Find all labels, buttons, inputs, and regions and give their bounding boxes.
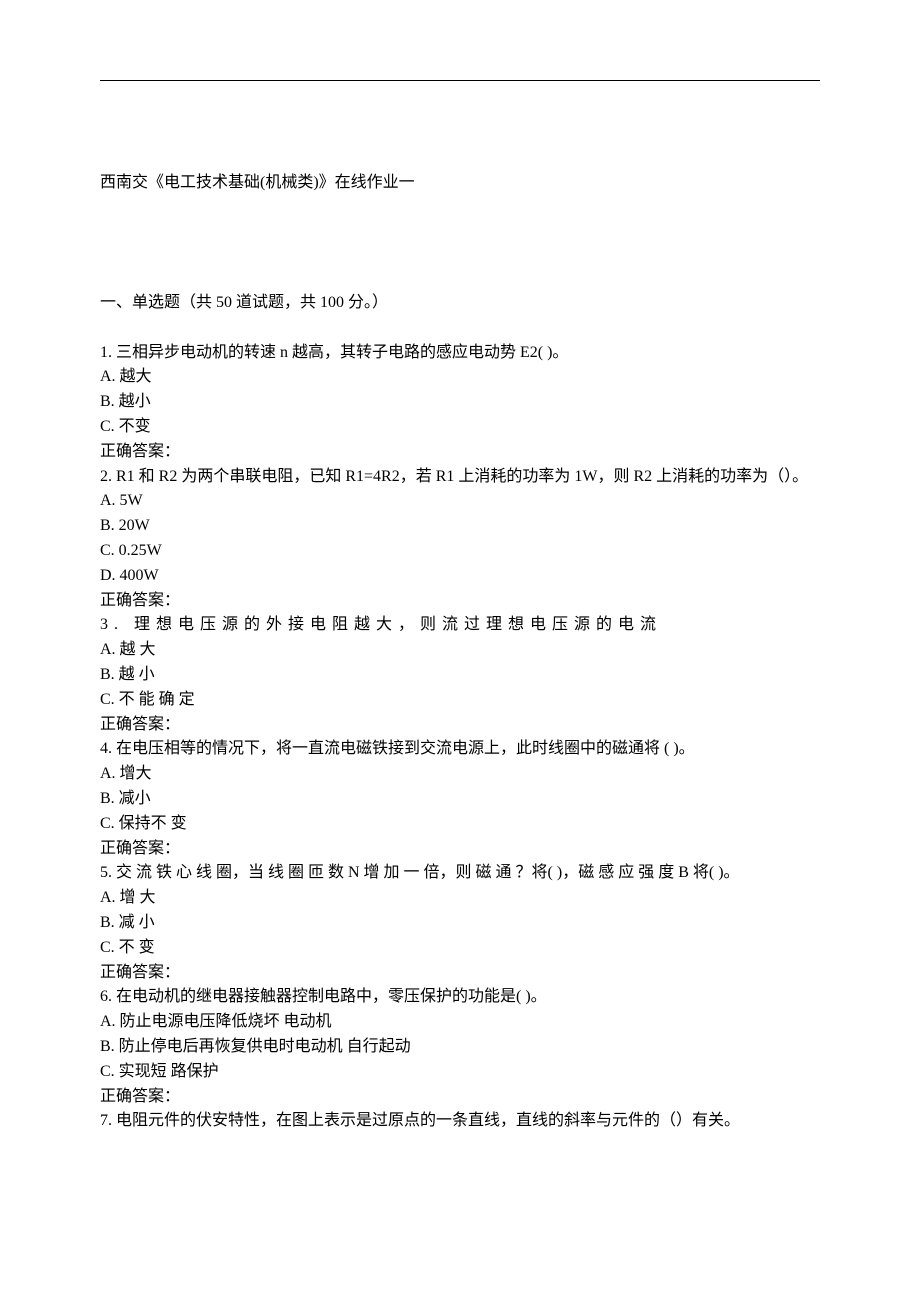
answer-label: 正确答案： <box>100 440 820 465</box>
question-stem: 6. 在电动机的继电器接触器控制电路中，零压保护的功能是( )。 <box>100 985 820 1010</box>
questions-container: 1. 三相异步电动机的转速 n 越高，其转子电路的感应电动势 E2( )。A. … <box>100 341 820 1135</box>
question-stem: 4. 在电压相等的情况下，将一直流电磁铁接到交流电源上，此时线圈中的磁通将 ( … <box>100 737 820 762</box>
question-option: D. 400W <box>100 564 820 589</box>
question-option: A. 越大 <box>100 365 820 390</box>
question-block: 3. 理想电压源的外接电阻越大，则流过理想电压源的电流A. 越 大B. 越 小C… <box>100 613 820 737</box>
section-title: 一、单选题（共 50 道试题，共 100 分。） <box>100 291 820 316</box>
question-option: B. 防止停电后再恢复供电时电动机 自行起动 <box>100 1035 820 1060</box>
question-stem: 1. 三相异步电动机的转速 n 越高，其转子电路的感应电动势 E2( )。 <box>100 341 820 366</box>
top-rule <box>100 80 820 81</box>
question-option: A. 增大 <box>100 762 820 787</box>
question-option: C. 实现短 路保护 <box>100 1060 820 1085</box>
question-option: C. 不 变 <box>100 936 820 961</box>
answer-label: 正确答案： <box>100 713 820 738</box>
question-option: A. 增 大 <box>100 886 820 911</box>
question-option: B. 越小 <box>100 390 820 415</box>
question-option: A. 5W <box>100 489 820 514</box>
answer-label: 正确答案： <box>100 961 820 986</box>
question-option: B. 越 小 <box>100 663 820 688</box>
question-option: B. 减 小 <box>100 911 820 936</box>
answer-label: 正确答案： <box>100 1085 820 1110</box>
answer-label: 正确答案： <box>100 589 820 614</box>
question-option: C. 不变 <box>100 415 820 440</box>
question-block: 2. R1 和 R2 为两个串联电阻，已知 R1=4R2，若 R1 上消耗的功率… <box>100 465 820 614</box>
question-stem: 3. 理想电压源的外接电阻越大，则流过理想电压源的电流 <box>100 613 820 638</box>
question-block: 4. 在电压相等的情况下，将一直流电磁铁接到交流电源上，此时线圈中的磁通将 ( … <box>100 737 820 861</box>
question-option: C. 保持不 变 <box>100 812 820 837</box>
question-option: A. 防止电源电压降低烧坏 电动机 <box>100 1010 820 1035</box>
question-stem: 7. 电阻元件的伏安特性，在图上表示是过原点的一条直线，直线的斜率与元件的（）有… <box>100 1109 820 1134</box>
question-block: 5. 交 流 铁 心 线 圈，当 线 圈 匝 数 N 增 加 一 倍，则 磁 通… <box>100 861 820 985</box>
document-title: 西南交《电工技术基础(机械类)》在线作业一 <box>100 171 820 196</box>
question-block: 6. 在电动机的继电器接触器控制电路中，零压保护的功能是( )。A. 防止电源电… <box>100 985 820 1109</box>
question-option: B. 20W <box>100 514 820 539</box>
question-stem: 2. R1 和 R2 为两个串联电阻，已知 R1=4R2，若 R1 上消耗的功率… <box>100 465 820 490</box>
question-block: 7. 电阻元件的伏安特性，在图上表示是过原点的一条直线，直线的斜率与元件的（）有… <box>100 1109 820 1134</box>
question-block: 1. 三相异步电动机的转速 n 越高，其转子电路的感应电动势 E2( )。A. … <box>100 341 820 465</box>
question-option: C. 0.25W <box>100 539 820 564</box>
answer-label: 正确答案： <box>100 837 820 862</box>
document-page: 西南交《电工技术基础(机械类)》在线作业一 一、单选题（共 50 道试题，共 1… <box>0 0 920 1194</box>
question-option: C. 不 能 确 定 <box>100 688 820 713</box>
question-option: A. 越 大 <box>100 638 820 663</box>
question-stem: 5. 交 流 铁 心 线 圈，当 线 圈 匝 数 N 增 加 一 倍，则 磁 通… <box>100 861 820 886</box>
question-option: B. 减小 <box>100 787 820 812</box>
